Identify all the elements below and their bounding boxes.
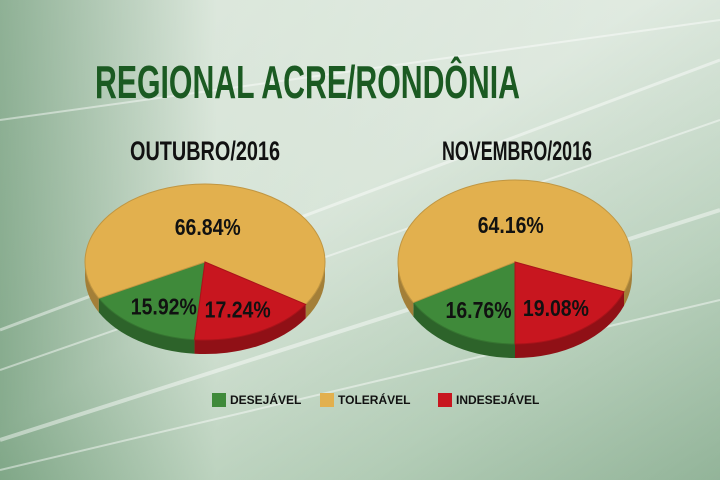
pie-side: [305, 262, 325, 319]
pie-slice: [412, 261, 516, 345]
pie-labels: 16.76% 64.16% 19.08%: [446, 212, 589, 323]
pie-side: [194, 304, 306, 354]
pie-labels: 15.92% 66.84% 17.24%: [131, 214, 271, 322]
data-label: 66.84%: [175, 214, 241, 240]
pie-tops: [84, 183, 326, 341]
pie-slice: [84, 183, 326, 306]
pie-side: [98, 298, 195, 354]
pie-slice: [397, 179, 633, 304]
chart-title: NOVEMBRO/2016: [442, 136, 592, 166]
pie-slice: [97, 261, 206, 341]
legend-label: DESEJÁVEL: [230, 392, 301, 407]
legend-swatch: [320, 393, 334, 407]
plots: OUTUBRO/2016 15.92% 66.84% 17.24% NOVEMBRO/2…: [84, 136, 633, 358]
pie-slice: [193, 261, 307, 341]
pie-side: [413, 302, 515, 358]
legend-swatch: [438, 393, 452, 407]
data-label: 19.08%: [523, 295, 589, 321]
legend-label: TOLERÁVEL: [338, 392, 410, 407]
main-title: REGIONAL ACRE/RONDÔNIA: [95, 56, 520, 108]
pie-side: [85, 262, 99, 313]
legend-swatch: [212, 393, 226, 407]
legend: DESEJÁVEL TOLERÁVEL INDESEJÁVEL: [212, 392, 539, 407]
pie-slice: [514, 261, 625, 345]
pie-tops: [397, 179, 633, 345]
legend-label: INDESEJÁVEL: [456, 392, 539, 407]
data-label: 16.76%: [446, 297, 512, 323]
pie-side: [398, 262, 414, 317]
data-label: 64.16%: [478, 212, 544, 238]
data-label: 15.92%: [131, 293, 197, 319]
data-label: 17.24%: [205, 297, 271, 323]
pie-side: [515, 291, 624, 358]
pie-sides: [85, 262, 325, 354]
chart-title: OUTUBRO/2016: [130, 136, 280, 166]
